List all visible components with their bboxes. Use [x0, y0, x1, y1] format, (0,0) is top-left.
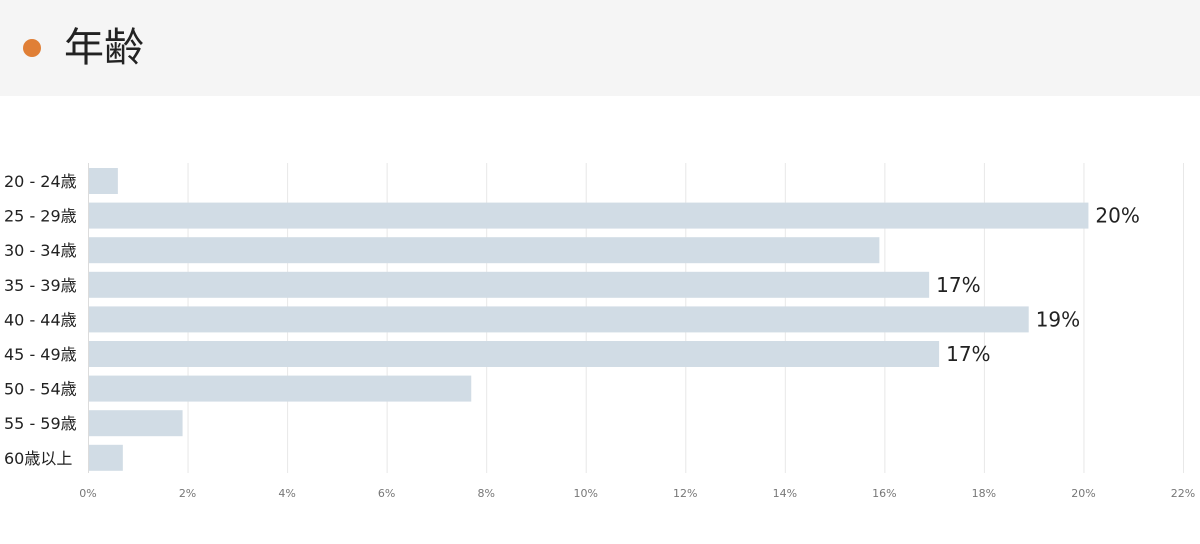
category-label: 60歳以上	[4, 449, 72, 468]
x-tick-label: 16%	[872, 487, 896, 500]
data-label: 19%	[1036, 307, 1080, 331]
bar	[89, 375, 472, 402]
bar	[89, 341, 940, 367]
data-label: 17%	[936, 273, 980, 297]
x-tick-label: 20%	[1071, 487, 1095, 500]
x-tick-label: 4%	[278, 487, 295, 500]
category-label: 55 - 59歳	[4, 414, 77, 433]
x-tick-label: 8%	[477, 487, 494, 500]
bar	[89, 168, 118, 194]
category-label: 45 - 49歳	[4, 345, 77, 364]
x-tick-label: 12%	[673, 487, 697, 500]
bullet-dot-icon	[23, 39, 41, 57]
x-tick-label: 22%	[1171, 487, 1195, 500]
section-title: 年齢	[64, 25, 144, 71]
bar	[89, 410, 183, 437]
category-label: 40 - 44歳	[4, 310, 77, 329]
category-label: 20 - 24歳	[4, 172, 77, 191]
category-label: 30 - 34歳	[4, 241, 77, 260]
category-label: 25 - 29歳	[4, 207, 77, 226]
data-label: 20%	[1095, 204, 1139, 228]
bar	[89, 271, 930, 298]
bar	[89, 237, 880, 264]
x-tick-label: 6%	[378, 487, 395, 500]
x-tick-label: 14%	[773, 487, 797, 500]
bar	[89, 306, 1029, 333]
category-label: 50 - 54歳	[4, 380, 77, 399]
category-label: 35 - 39歳	[4, 276, 77, 295]
x-tick-label: 0%	[79, 487, 96, 500]
x-tick-label: 2%	[179, 487, 196, 500]
x-tick-label: 10%	[574, 487, 598, 500]
data-label: 17%	[946, 342, 990, 366]
bar	[89, 444, 123, 471]
section-header: 年齢	[0, 0, 1200, 96]
bar	[89, 202, 1089, 229]
x-tick-label: 18%	[972, 487, 996, 500]
